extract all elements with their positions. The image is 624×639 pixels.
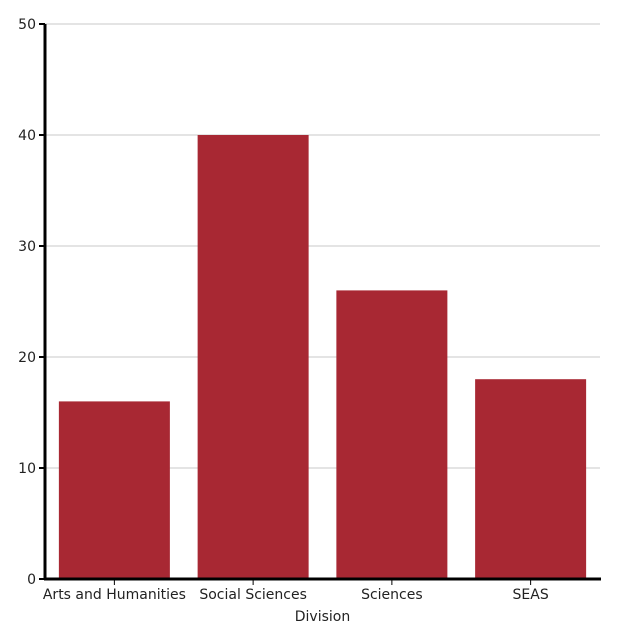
bar (197, 135, 309, 579)
bar (475, 379, 587, 579)
x-tick-label: Sciences (361, 587, 423, 603)
y-tick-label: 30 (18, 239, 36, 255)
y-axis-ticks: 0 10 20 30 40 50 (18, 17, 45, 588)
x-tick-label: Social Sciences (199, 587, 307, 603)
x-axis-title: Division (295, 609, 350, 625)
x-tick-label: Arts and Humanities (43, 587, 186, 603)
y-tick-label: 20 (18, 350, 36, 366)
x-tick-label: SEAS (513, 587, 549, 603)
bar (58, 401, 170, 579)
bars (58, 135, 587, 579)
y-tick-label: 0 (27, 572, 36, 588)
y-tick-label: 10 (18, 461, 36, 477)
y-tick-label: 50 (18, 17, 36, 33)
y-tick-label: 40 (18, 128, 36, 144)
bar (336, 290, 448, 579)
x-axis-ticks: Arts and Humanities Social Sciences Scienc… (43, 579, 549, 603)
axes (43, 24, 601, 581)
